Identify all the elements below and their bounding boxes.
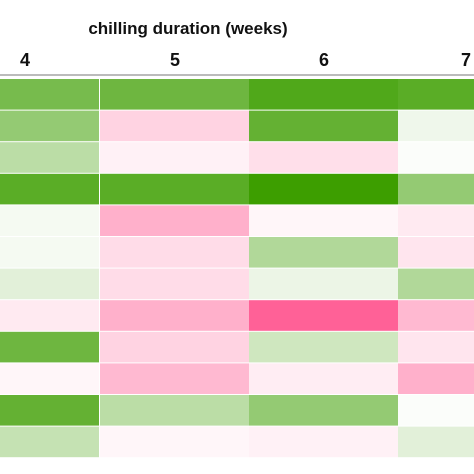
heatmap-cell bbox=[249, 363, 398, 394]
heatmap-cell bbox=[398, 205, 474, 236]
x-axis-title: chilling duration (weeks) bbox=[88, 19, 287, 38]
column-label-6: 6 bbox=[319, 50, 329, 70]
column-label-7: 7 bbox=[461, 50, 471, 70]
heatmap-cell bbox=[398, 268, 474, 300]
heatmap-cell bbox=[249, 142, 398, 173]
heatmap-cell bbox=[398, 173, 474, 205]
heatmap-cell bbox=[100, 426, 249, 458]
heatmap-cell bbox=[249, 79, 398, 110]
heatmap-cell bbox=[100, 110, 249, 142]
heatmap-cell bbox=[249, 395, 398, 426]
column-label-5: 5 bbox=[170, 50, 180, 70]
heatmap-cell bbox=[398, 395, 474, 426]
heatmap-cell bbox=[249, 426, 398, 458]
heatmap-cell bbox=[0, 331, 99, 363]
heatmap-cell bbox=[249, 173, 398, 205]
heatmap-cell bbox=[249, 110, 398, 142]
heatmap-cell bbox=[0, 363, 99, 394]
heatmap-cell bbox=[0, 173, 99, 205]
heatmap-cell bbox=[100, 268, 249, 300]
heatmap-cell bbox=[100, 300, 249, 331]
heatmap-cell bbox=[249, 331, 398, 363]
heatmap-cell bbox=[249, 205, 398, 236]
heatmap-cell bbox=[100, 79, 249, 110]
heatmap-cell bbox=[100, 173, 249, 205]
heatmap-cell bbox=[0, 395, 99, 426]
heatmap-cell bbox=[0, 110, 99, 142]
heatmap-cell bbox=[100, 331, 249, 363]
column-tick-labels: 4 5 6 7 bbox=[20, 50, 471, 70]
heatmap-cells bbox=[0, 79, 474, 458]
heatmap-cell bbox=[100, 363, 249, 394]
heatmap-cell bbox=[0, 79, 99, 110]
heatmap-cell bbox=[100, 142, 249, 173]
heatmap-cell bbox=[249, 237, 398, 268]
heatmap-cell bbox=[0, 205, 99, 236]
heatmap-cell bbox=[100, 395, 249, 426]
heatmap-cell bbox=[398, 110, 474, 142]
heatmap-cell bbox=[398, 426, 474, 458]
heatmap-cell bbox=[0, 237, 99, 268]
heatmap-cell bbox=[0, 142, 99, 173]
heatmap-cell bbox=[398, 142, 474, 173]
heatmap-cell bbox=[398, 300, 474, 331]
heatmap-cell bbox=[398, 363, 474, 394]
heatmap-cell bbox=[0, 268, 99, 300]
heatmap-cell bbox=[249, 300, 398, 331]
heatmap-cell bbox=[0, 426, 99, 458]
heatmap-cell bbox=[100, 237, 249, 268]
heatmap-cell bbox=[398, 331, 474, 363]
heatmap-cell bbox=[398, 79, 474, 110]
heatmap-cell bbox=[249, 268, 398, 300]
column-label-4: 4 bbox=[20, 50, 30, 70]
heatmap-cell bbox=[398, 237, 474, 268]
heatmap-cell bbox=[0, 300, 99, 331]
heatmap-cell bbox=[100, 205, 249, 236]
